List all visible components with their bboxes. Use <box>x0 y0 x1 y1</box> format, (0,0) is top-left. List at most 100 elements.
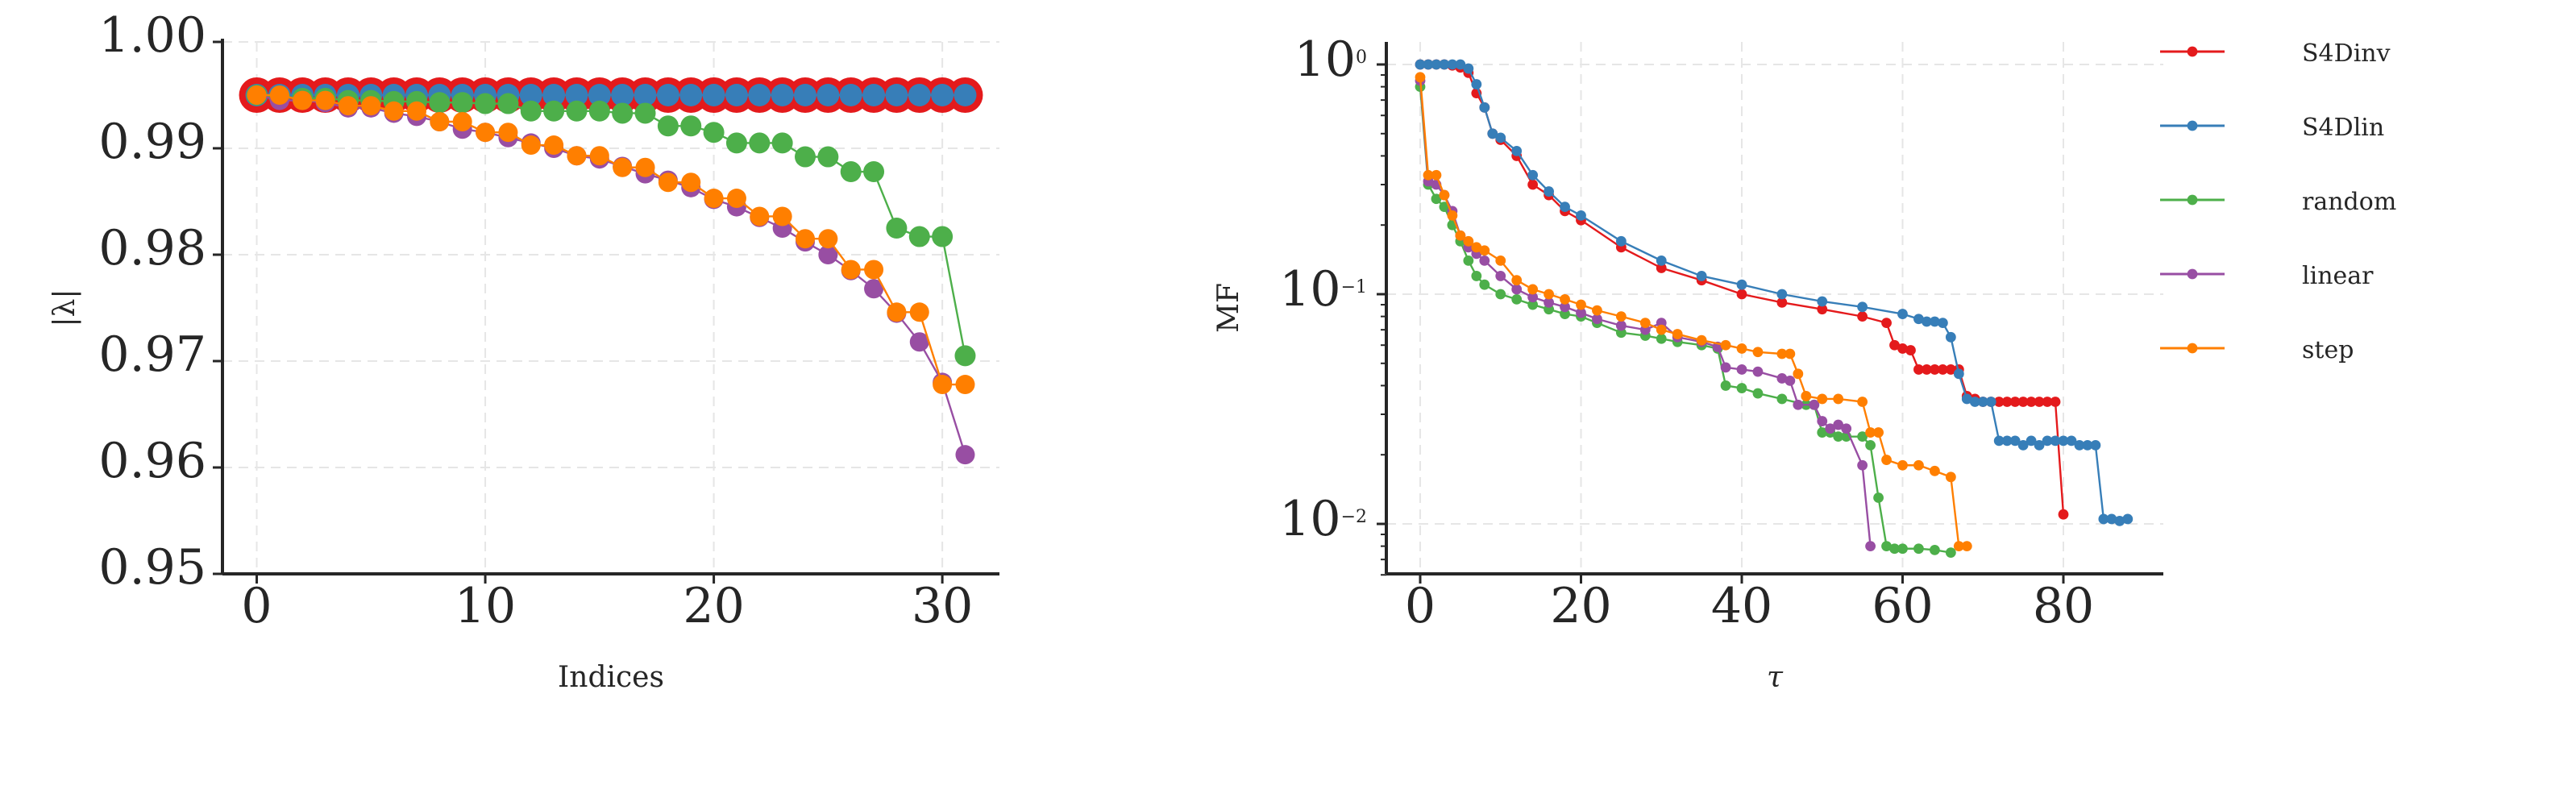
data-point-S4Dinv <box>1889 339 1900 351</box>
legend-label-S4Dinv: S4Dinv <box>2302 39 2391 68</box>
data-point-random <box>612 102 634 124</box>
x-tick-label: 20 <box>1550 578 1611 634</box>
data-point-step <box>476 123 496 143</box>
data-point-S4Dlin <box>1985 397 1996 407</box>
data-point-linear <box>1527 292 1539 303</box>
data-point-random <box>886 218 908 239</box>
data-point-S4Dlin <box>1922 316 1932 327</box>
data-point-step <box>498 123 518 143</box>
data-point-S4Dlin <box>2090 440 2101 451</box>
data-point-random <box>451 92 473 114</box>
data-point-S4Dlin <box>1897 309 1908 319</box>
data-point-S4Dlin <box>1479 102 1490 113</box>
data-point-S4Dlin <box>1930 316 1940 327</box>
data-point-S4Dlin <box>1431 59 1442 70</box>
data-point-linear <box>1544 297 1554 308</box>
y-tick-label: 0.96 <box>98 433 206 489</box>
data-point-step <box>1881 455 1892 465</box>
data-point-S4Dlin <box>2001 435 2013 447</box>
data-point-S4Dlin <box>1656 255 1667 266</box>
data-point-S4Dlin <box>748 84 771 106</box>
data-point-S4Dlin <box>1736 279 1747 290</box>
data-point-random <box>863 161 885 183</box>
data-point-step <box>681 172 701 193</box>
data-point-S4Dinv <box>2050 397 2061 407</box>
data-point-S4Dlin <box>2058 435 2069 447</box>
data-point-step <box>1873 427 1884 438</box>
data-point-S4Dlin <box>908 84 931 106</box>
data-point-random <box>497 93 519 114</box>
legend-marker-linear <box>2187 268 2198 280</box>
data-point-step <box>704 189 724 209</box>
legend-entry-S4Dinv: S4Dinv <box>2160 39 2391 68</box>
data-point-linear <box>1817 416 1828 426</box>
data-point-S4Dlin <box>1953 368 1964 380</box>
data-point-step <box>269 85 289 105</box>
data-point-step <box>635 157 655 177</box>
data-point-S4Dlin <box>1696 271 1707 281</box>
series-line-step <box>256 93 966 386</box>
data-point-random <box>1431 193 1442 205</box>
data-point-step <box>864 260 884 280</box>
y-tick-label: 10−1 <box>1279 261 1367 318</box>
data-point-linear <box>1495 271 1506 281</box>
data-point-S4Dlin <box>656 84 679 106</box>
data-point-step <box>1656 324 1667 335</box>
data-point-linear <box>1592 314 1602 325</box>
legend-entry-step: step <box>2160 336 2354 364</box>
data-point-S4Dinv <box>2058 509 2069 520</box>
data-point-step <box>1752 347 1764 358</box>
data-point-step <box>1696 334 1707 346</box>
data-point-random <box>680 115 702 137</box>
data-point-random <box>566 100 588 122</box>
data-point-step <box>1785 348 1796 359</box>
data-point-S4Dlin <box>816 84 840 106</box>
data-point-linear <box>1841 423 1852 434</box>
data-point-S4Dlin <box>725 84 748 106</box>
data-point-step <box>726 189 746 209</box>
data-point-S4Dlin <box>771 84 794 106</box>
data-point-step <box>1857 397 1868 407</box>
data-point-S4Dinv <box>1913 364 1924 375</box>
data-point-linear <box>955 445 975 465</box>
data-point-S4Dlin <box>1945 331 1956 343</box>
data-point-step <box>1793 368 1804 380</box>
data-point-S4Dlin <box>1511 145 1523 156</box>
data-point-S4Dlin <box>1495 132 1506 143</box>
data-point-random <box>1527 299 1539 310</box>
data-point-step <box>1471 242 1482 253</box>
y-tick-label: 0.98 <box>98 220 206 276</box>
data-point-random <box>543 100 565 122</box>
right-panel: 0 20 40 60 80 100 10−1 10−2 τ MF <box>1212 31 2163 694</box>
y-tick-label: 100 <box>1294 31 1367 88</box>
data-point-step <box>1544 289 1554 300</box>
data-point-linear <box>1776 373 1788 384</box>
data-point-S4Dinv <box>1817 304 1828 315</box>
data-point-random <box>1463 255 1474 266</box>
legend-label-S4Dlin: S4Dlin <box>2302 114 2384 142</box>
data-point-step <box>1897 459 1908 471</box>
data-point-S4Dlin <box>1415 59 1426 70</box>
data-point-step <box>841 260 861 280</box>
data-point-S4Dinv <box>1656 263 1667 273</box>
data-point-S4Dlin <box>1993 435 2005 447</box>
data-point-linear <box>1793 399 1804 410</box>
data-point-S4Dlin <box>1857 301 1868 313</box>
x-tick-label: 20 <box>683 578 744 634</box>
data-point-S4Dlin <box>1576 210 1586 221</box>
data-point-S4Dinv <box>1857 311 1868 322</box>
data-point-random <box>932 226 954 247</box>
data-point-S4Dlin <box>1969 397 1980 407</box>
data-point-linear <box>1560 301 1570 313</box>
x-tick-label: 80 <box>2033 578 2094 634</box>
data-point-step <box>1639 318 1651 329</box>
data-point-random <box>657 115 679 137</box>
data-point-linear <box>1720 362 1731 373</box>
data-point-linear <box>1809 399 1820 410</box>
data-point-random <box>725 132 747 154</box>
legend-label-random: random <box>2302 188 2396 216</box>
data-point-S4Dlin <box>2042 435 2053 447</box>
data-point-S4Dlin <box>565 84 588 106</box>
data-point-S4Dinv <box>2034 397 2045 407</box>
data-point-S4Dinv <box>1993 397 2005 407</box>
